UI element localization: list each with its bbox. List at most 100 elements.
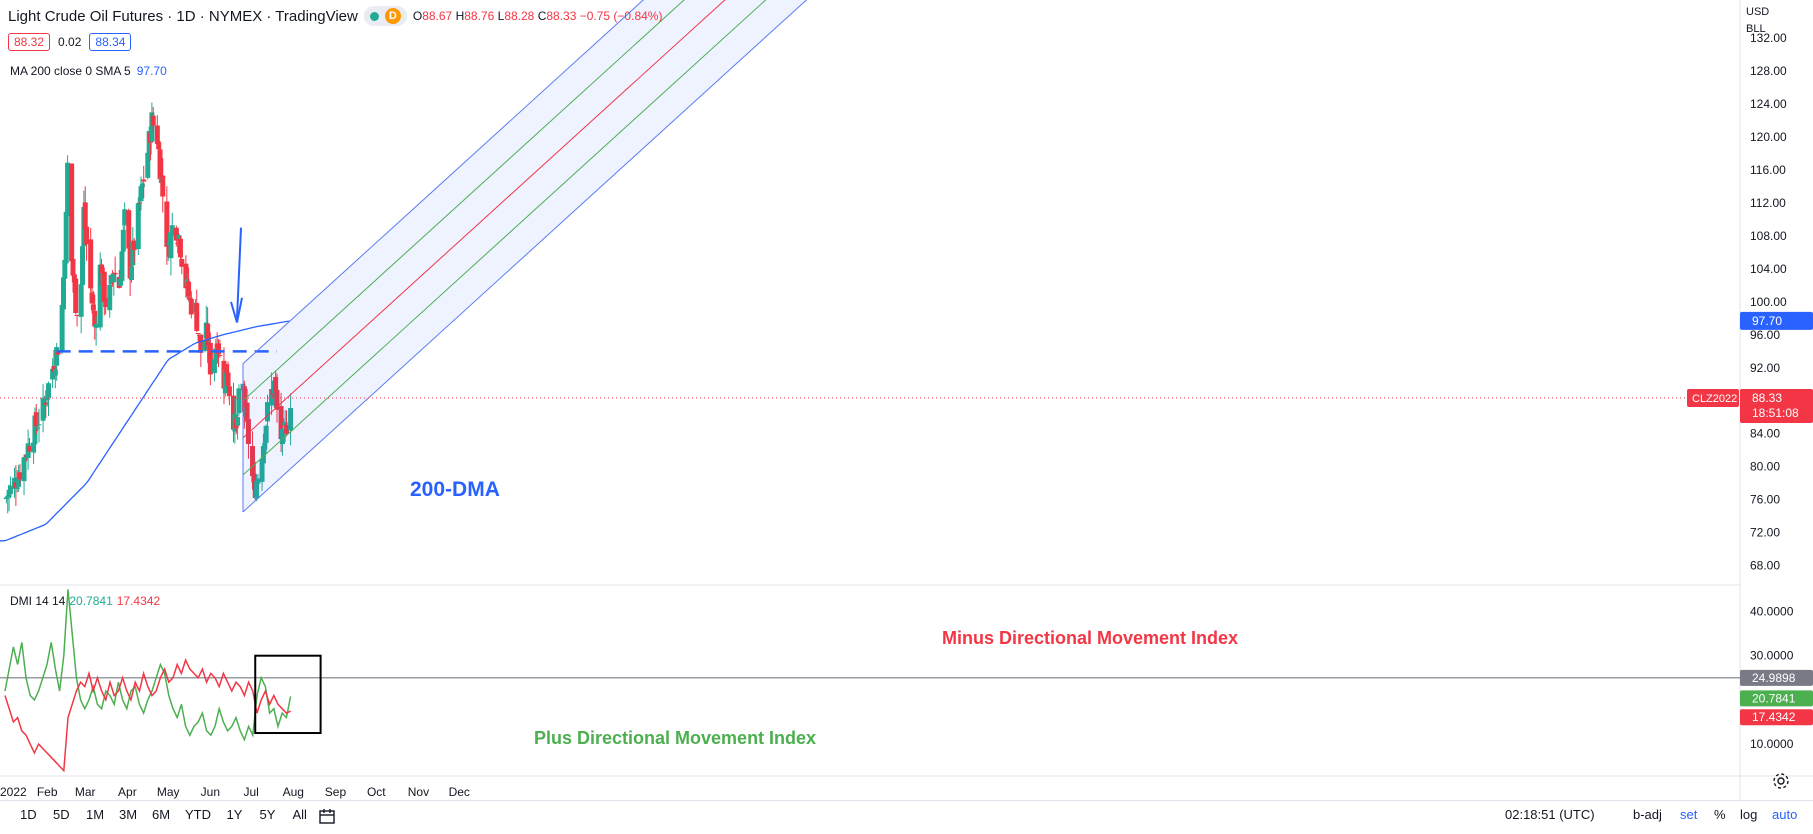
- settings-toggle[interactable]: set: [1680, 807, 1698, 822]
- candle-body: [60, 277, 66, 310]
- candle-body: [126, 210, 132, 249]
- dmi-tick-label: 10.0000: [1750, 737, 1794, 751]
- candle-body: [188, 298, 194, 315]
- candle-body: [43, 402, 49, 405]
- candle-body: [195, 333, 201, 335]
- auto-toggle[interactable]: auto: [1772, 807, 1798, 822]
- candle-body: [122, 209, 128, 226]
- dmi-legend[interactable]: DMI 14 14 20.7841 17.4342: [10, 594, 160, 608]
- chart-header: Light Crude Oil Futures · 1D · NYMEX · T…: [8, 6, 662, 26]
- unit-label: BLL: [1746, 23, 1766, 35]
- candle-body: [71, 274, 77, 283]
- timeframe-button-6m[interactable]: 6M: [152, 807, 171, 822]
- candle-body: [89, 292, 95, 304]
- clock-time[interactable]: 02:18:51 (UTC): [1505, 807, 1595, 822]
- candle-body: [97, 264, 103, 328]
- candle-body: [183, 263, 189, 289]
- price-tick-label: 76.00: [1750, 493, 1780, 507]
- timeframe-button-1m[interactable]: 1M: [86, 807, 105, 822]
- candle-body: [141, 179, 147, 182]
- candle-body: [52, 369, 58, 376]
- time-tick-label: Nov: [408, 785, 429, 799]
- channel-fill: [243, 0, 807, 512]
- candles-group: [3, 102, 294, 514]
- candle-body: [226, 386, 232, 397]
- price-tick-label: 116.00: [1750, 163, 1786, 177]
- timeframe-button-all[interactable]: All: [292, 807, 307, 822]
- channel-lower-line: [242, 0, 808, 513]
- candle-body: [139, 183, 145, 188]
- candle-body: [211, 359, 217, 374]
- candle-body: [41, 401, 47, 403]
- plus-di-value: 20.7841: [69, 594, 113, 608]
- adx-tag: [1740, 669, 1813, 686]
- log-toggle[interactable]: log: [1740, 807, 1758, 822]
- candle-body: [235, 417, 241, 426]
- candle-body: [59, 305, 65, 352]
- channel-inner-lower-line: [242, 0, 767, 476]
- plus-di-tag: [1740, 690, 1813, 707]
- candle-body: [35, 427, 41, 429]
- low-label: L: [497, 9, 505, 23]
- ma-legend[interactable]: MA 200 close 0 SMA 5 97.70: [10, 64, 167, 78]
- open-value: 88.67: [422, 9, 453, 23]
- candle-body: [51, 366, 57, 373]
- timeframe-button-5d[interactable]: 5D: [53, 807, 70, 822]
- candle-body: [36, 424, 42, 426]
- price-tick-label: 128.00: [1750, 64, 1787, 78]
- candle-body: [225, 372, 231, 386]
- badj-toggle[interactable]: b-adj: [1633, 807, 1662, 822]
- candle-body: [168, 232, 174, 259]
- candle-body: [84, 226, 90, 245]
- arrow-shaft: [236, 227, 242, 319]
- price-tick-label: 80.00: [1750, 460, 1780, 474]
- percent-toggle[interactable]: %: [1714, 807, 1726, 822]
- ma-label: MA 200 close 0 SMA 5: [10, 64, 131, 78]
- candle-body: [288, 408, 294, 431]
- candle-body: [263, 425, 269, 443]
- price-tick-label: 68.00: [1750, 559, 1780, 573]
- candle-body: [63, 211, 69, 264]
- candle-body: [251, 473, 257, 483]
- candle-body: [74, 314, 80, 316]
- candle-body: [128, 266, 134, 281]
- ma-price-tag-text: 97.70: [1752, 314, 1782, 328]
- candle-body: [194, 303, 200, 331]
- candle-body: [44, 397, 50, 401]
- status-pill[interactable]: D: [363, 6, 407, 26]
- candle-body: [202, 340, 208, 351]
- candle-body: [205, 323, 211, 351]
- time-tick-label: Jun: [201, 785, 220, 799]
- candle-body: [169, 225, 175, 237]
- candle-body: [88, 239, 94, 289]
- candle-body: [222, 369, 228, 394]
- candle-body: [55, 351, 61, 355]
- currency-unit[interactable]: USD BLL: [1746, 4, 1769, 38]
- candle-body: [165, 243, 171, 245]
- candle-body: [21, 457, 27, 482]
- candle-body: [78, 284, 84, 317]
- timeframe-button-5y[interactable]: 5Y: [259, 807, 276, 822]
- timeframe-button-ytd[interactable]: YTD: [185, 807, 211, 822]
- timeframe-button-1d[interactable]: 1D: [20, 807, 37, 822]
- candle-body: [260, 446, 266, 464]
- candle-body: [187, 297, 193, 299]
- minus-di-line: [4, 658, 291, 773]
- candle-body: [160, 175, 166, 197]
- sell-button[interactable]: 88.32: [8, 33, 51, 51]
- buy-button[interactable]: 88.34: [89, 33, 132, 51]
- plus-dmi-annotation: Plus Directional Movement Index: [534, 728, 817, 748]
- time-tick-label: Mar: [75, 785, 96, 799]
- highlight-box: [254, 654, 322, 735]
- symbol-title[interactable]: Light Crude Oil Futures · 1D · NYMEX · T…: [8, 7, 358, 25]
- gear-icon[interactable]: [1772, 772, 1790, 793]
- time-tick-label: 2022: [0, 785, 27, 799]
- bid-ask-row: 88.32 0.02 88.34: [8, 33, 132, 51]
- time-tick-label: Aug: [283, 785, 304, 799]
- candle-body: [273, 376, 279, 393]
- timeframe-button-1y[interactable]: 1Y: [226, 807, 243, 822]
- time-tick-label: Feb: [37, 785, 58, 799]
- timeframe-button-3m[interactable]: 3M: [119, 807, 138, 822]
- date-range-icon[interactable]: [318, 807, 336, 828]
